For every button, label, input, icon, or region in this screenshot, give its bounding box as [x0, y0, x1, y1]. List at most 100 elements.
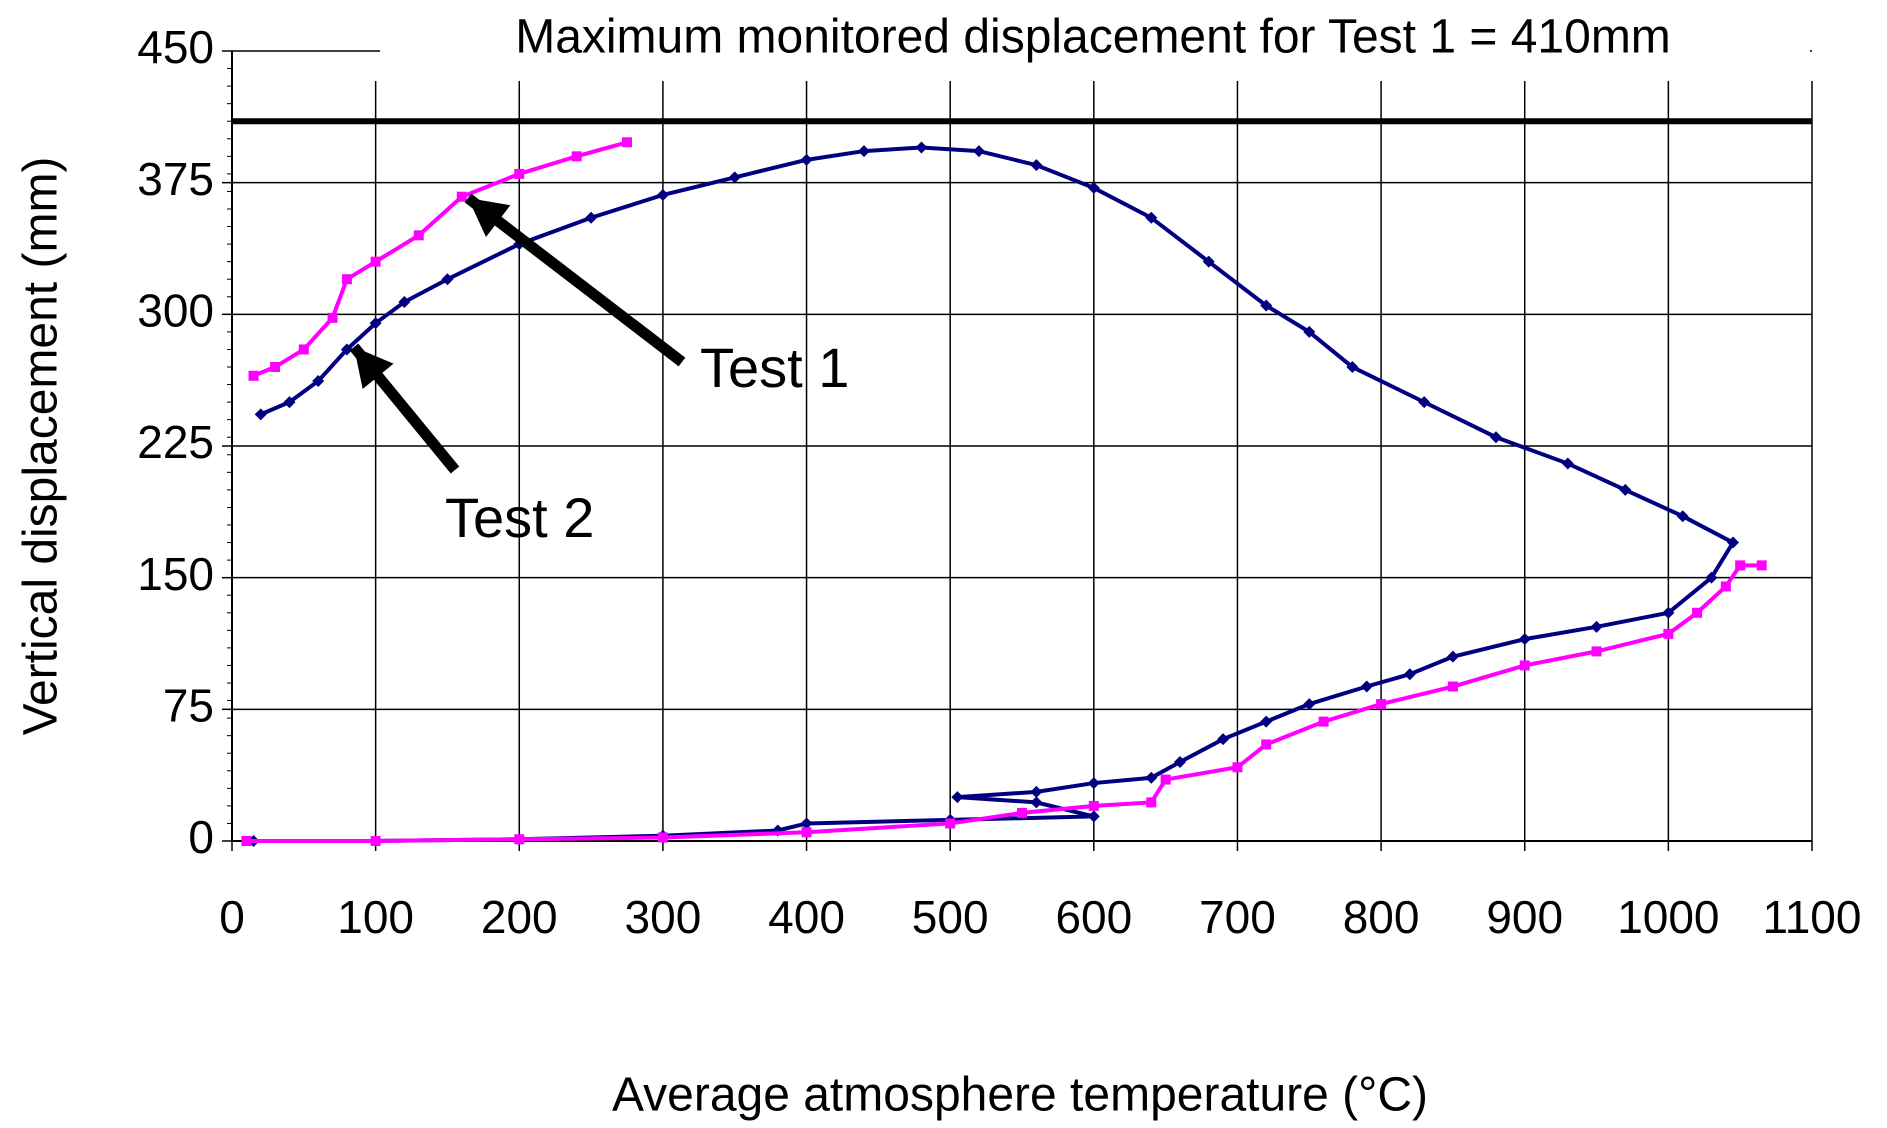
- marker: [1518, 633, 1531, 646]
- marker: [340, 343, 353, 356]
- marker: [1145, 771, 1158, 784]
- y-axis-label: Vertical displacement (mm): [15, 157, 68, 736]
- x-tick-label: 700: [1199, 891, 1276, 943]
- arrow-head: [468, 198, 511, 237]
- marker: [1360, 680, 1373, 693]
- marker: [456, 191, 467, 202]
- y-tick-label: 375: [137, 153, 214, 205]
- marker: [972, 145, 985, 158]
- marker: [514, 168, 525, 179]
- marker: [1376, 699, 1387, 710]
- marker: [1145, 211, 1158, 224]
- marker: [1591, 646, 1602, 657]
- marker: [248, 370, 259, 381]
- marker: [1087, 777, 1100, 790]
- marker: [298, 344, 309, 355]
- marker: [800, 153, 813, 166]
- annotation: Test 1: [700, 336, 849, 399]
- x-tick-label: 1100: [1763, 891, 1862, 943]
- marker: [241, 836, 252, 846]
- x-tick-label: 300: [625, 891, 702, 943]
- marker: [1403, 668, 1416, 681]
- annotation: Test 2: [445, 486, 594, 549]
- marker: [1446, 650, 1459, 663]
- marker: [312, 375, 325, 388]
- marker: [1590, 620, 1603, 633]
- marker: [945, 818, 956, 829]
- marker: [398, 296, 411, 309]
- marker: [370, 256, 381, 267]
- x-tick-label: 900: [1486, 891, 1563, 943]
- marker: [1088, 800, 1099, 811]
- marker: [514, 834, 525, 845]
- chart-title: Maximum monitored displacement for Test …: [515, 11, 1671, 64]
- x-axis-label: Average atmosphere temperature (°C): [612, 1069, 1428, 1122]
- y-tick-label: 75: [163, 679, 214, 731]
- marker: [1676, 510, 1689, 523]
- x-tick-label: 600: [1055, 891, 1132, 943]
- marker: [1346, 361, 1359, 373]
- marker: [728, 171, 741, 184]
- arrow-shaft: [464, 193, 686, 367]
- series-line: [253, 145, 1736, 843]
- marker: [327, 312, 338, 323]
- marker: [369, 317, 382, 330]
- marker: [1561, 457, 1574, 470]
- marker: [801, 827, 812, 838]
- x-tick-label: 800: [1343, 891, 1420, 943]
- marker: [1519, 660, 1530, 671]
- marker: [370, 836, 381, 846]
- marker: [1232, 762, 1243, 773]
- x-tick-label: 0: [219, 891, 245, 943]
- marker: [1146, 797, 1157, 808]
- marker: [1705, 571, 1718, 584]
- marker: [1692, 607, 1703, 618]
- marker: [1418, 396, 1431, 409]
- y-tick-label: 450: [137, 21, 214, 73]
- marker: [585, 211, 598, 224]
- marker: [1030, 785, 1043, 798]
- y-tick-label: 225: [137, 416, 214, 468]
- x-tick-label: 400: [768, 891, 845, 943]
- marker: [657, 832, 668, 843]
- marker: [254, 408, 267, 421]
- marker: [441, 273, 454, 286]
- marker: [622, 137, 632, 148]
- marker: [1087, 181, 1100, 194]
- marker: [1217, 733, 1230, 746]
- x-tick-label: 500: [912, 891, 989, 943]
- marker: [1662, 606, 1675, 619]
- x-tick-label: 100: [337, 891, 414, 943]
- marker: [1017, 807, 1027, 818]
- marker: [1087, 810, 1100, 823]
- marker: [1756, 560, 1767, 571]
- marker: [571, 151, 582, 162]
- marker: [1720, 581, 1731, 592]
- marker: [1318, 716, 1329, 727]
- x-tick-label: 1000: [1617, 891, 1719, 943]
- marker: [800, 817, 813, 830]
- marker: [1030, 796, 1043, 809]
- title-background: [380, 8, 1810, 70]
- marker: [1727, 536, 1739, 549]
- y-tick-label: 150: [137, 548, 214, 600]
- marker: [1490, 431, 1502, 444]
- marker: [413, 230, 424, 241]
- marker: [1260, 715, 1273, 728]
- y-tick-label: 300: [137, 284, 214, 336]
- marker: [1260, 299, 1273, 312]
- marker: [915, 141, 928, 154]
- y-tick-label: 0: [188, 811, 214, 863]
- marker: [283, 396, 296, 409]
- marker: [1174, 756, 1186, 768]
- marker: [1202, 255, 1215, 268]
- marker: [1261, 739, 1272, 750]
- marker: [1303, 698, 1316, 711]
- marker: [1663, 628, 1674, 639]
- marker: [341, 274, 352, 285]
- marker: [1160, 774, 1171, 785]
- marker: [1030, 159, 1043, 172]
- marker: [951, 791, 964, 804]
- marker: [1303, 325, 1316, 338]
